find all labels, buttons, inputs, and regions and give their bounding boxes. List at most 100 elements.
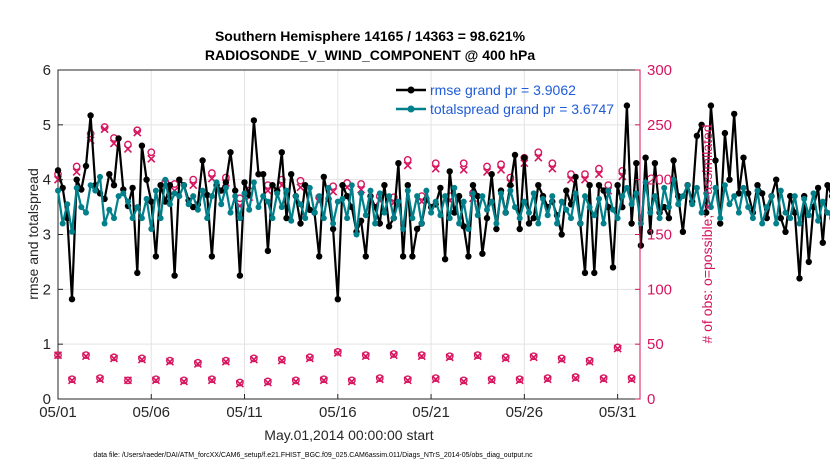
spread-point-149 <box>749 215 756 222</box>
obs-assimilated-point-25 <box>403 376 412 385</box>
spread-point-108 <box>558 198 565 205</box>
rmse-point-93 <box>488 171 495 178</box>
x-tick-label-4: 05/21 <box>412 404 450 421</box>
spread-point-90 <box>474 212 481 219</box>
obs-upper-assimilated-point-37-stroke-b <box>580 175 590 184</box>
rmse-point-20 <box>148 198 155 205</box>
rmse-point-109 <box>563 187 570 194</box>
rmse-point-49 <box>283 214 290 222</box>
spread-point-6 <box>83 209 89 216</box>
obs-possible-point-40 <box>613 343 622 352</box>
spread-point-33 <box>208 193 215 200</box>
rmse-point-53 <box>302 182 309 189</box>
rmse-point-122 <box>623 102 631 109</box>
spread-point-142 <box>717 215 724 222</box>
rmse-point-85 <box>451 209 458 216</box>
y-axis-label-left: rmse and totalspread <box>25 168 41 300</box>
spread-point-41 <box>246 206 253 213</box>
rmse-point-147 <box>740 154 747 161</box>
spread-point-144 <box>726 201 733 208</box>
obs-upper-assimilated-point-35 <box>548 164 557 173</box>
rmse-point-159 <box>796 275 803 282</box>
rmse-point-0 <box>54 167 62 174</box>
rmse-point-74 <box>399 253 407 260</box>
legend-rmse-marker <box>407 86 415 94</box>
obs-upper-possible-point-26 <box>431 159 440 168</box>
rmse-point-143 <box>721 129 729 137</box>
obs-upper-assimilated-point-6 <box>133 128 142 137</box>
obs-upper-assimilated-point-28 <box>459 165 468 174</box>
obs-possible-point-0 <box>54 351 62 360</box>
rmse-point-42 <box>250 117 258 124</box>
obs-possible-point-16 <box>277 355 286 364</box>
rmse-point-102 <box>530 214 537 222</box>
obs-assimilated-point-6 <box>137 355 147 364</box>
spread-point-125 <box>637 220 644 227</box>
y-left-tick-label-4: 4 <box>43 172 51 189</box>
rmse-point-137 <box>693 132 701 139</box>
rmse-point-132 <box>670 157 677 164</box>
obs-assimilated-point-41-stroke-b <box>627 375 636 384</box>
spread-point-21 <box>152 187 159 194</box>
spread-point-68 <box>372 220 379 227</box>
spread-point-11 <box>106 206 113 213</box>
spread-point-145 <box>731 193 738 200</box>
rmse-point-11 <box>106 171 113 178</box>
spread-point-110 <box>568 215 574 222</box>
obs-assimilated-point-8-stroke-b <box>165 357 174 366</box>
obs-possible-point-35 <box>543 374 552 383</box>
obs-possible-point-36 <box>557 354 566 363</box>
obs-possible-point-5 <box>124 376 132 385</box>
spread-point-135 <box>684 182 691 189</box>
obs-assimilated-point-21-stroke-b <box>347 377 356 386</box>
obs-possible-point-9 <box>180 376 188 385</box>
obs-assimilated-point-27-stroke-b <box>431 375 440 384</box>
rmse-point-29 <box>190 203 197 211</box>
spread-point-40 <box>241 190 248 197</box>
spread-point-25 <box>171 190 178 197</box>
spread-point-81 <box>432 198 439 205</box>
spread-point-143 <box>721 182 728 189</box>
obs-assimilated-point-40-stroke-b <box>613 344 622 353</box>
rmse-point-120 <box>614 182 621 189</box>
obs-assimilated-point-29 <box>459 377 468 386</box>
rmse-point-3 <box>68 296 76 303</box>
spread-point-38 <box>232 193 239 200</box>
rmse-point-156 <box>782 228 789 235</box>
x-tick-label-1: 05/06 <box>132 404 170 421</box>
spread-point-127 <box>647 209 654 216</box>
obs-assimilated-point-18 <box>305 354 314 363</box>
spread-point-161 <box>805 212 812 219</box>
spread-point-32 <box>204 215 211 222</box>
spread-point-82 <box>437 212 444 219</box>
rmse-point-86 <box>455 192 463 200</box>
x-axis-label: May.01,2014 00:00:00 start <box>264 427 434 443</box>
spread-point-69 <box>376 190 383 197</box>
obs-upper-assimilated-point-1-stroke-b <box>72 167 81 177</box>
obs-upper-assimilated-point-26-stroke-b <box>431 164 440 173</box>
spread-point-75 <box>404 187 411 194</box>
spread-point-1 <box>59 220 66 227</box>
obs-upper-possible-point-40 <box>618 166 627 175</box>
rmse-point-155 <box>777 214 784 222</box>
rmse-point-83 <box>441 256 449 263</box>
obs-upper-possible-point-17 <box>296 176 305 185</box>
obs-assimilated-point-7-stroke-b <box>151 376 160 385</box>
spread-point-153 <box>768 193 775 200</box>
spread-point-139 <box>703 190 710 197</box>
rmse-point-62 <box>343 192 351 200</box>
obs-upper-assimilated-point-5 <box>123 144 133 154</box>
obs-assimilated-point-32-stroke-b <box>501 354 510 363</box>
obs-assimilated-point-37-stroke-b <box>571 374 580 383</box>
spread-point-106 <box>549 193 556 200</box>
obs-assimilated-point-39-stroke-b <box>599 375 608 384</box>
obs-upper-possible-point-35 <box>548 159 557 168</box>
obs-possible-point-34 <box>529 352 538 361</box>
rmse-point-75 <box>404 182 411 189</box>
obs-upper-assimilated-point-6-stroke-b <box>133 128 142 137</box>
obs-assimilated-point-14-stroke-b <box>249 355 258 364</box>
obs-assimilated-point-34 <box>529 353 538 362</box>
axis-ticks: 05/01 05/06 05/11 05/16 05/21 05/26 05/31 0 1 2 3 4… <box>39 62 672 421</box>
obs-possible-point-32 <box>501 353 510 362</box>
obs-upper-assimilated-point-10 <box>189 181 198 190</box>
